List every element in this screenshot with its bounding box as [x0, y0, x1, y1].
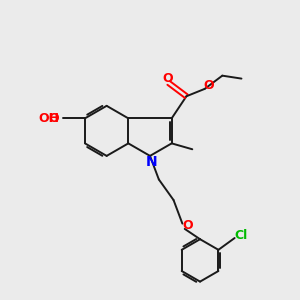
Text: Cl: Cl	[235, 229, 248, 242]
Text: O: O	[203, 79, 214, 92]
Text: N: N	[146, 155, 158, 170]
Text: O: O	[49, 112, 59, 125]
Text: O: O	[182, 219, 193, 232]
Text: OH: OH	[38, 112, 59, 125]
Text: O: O	[162, 71, 173, 85]
